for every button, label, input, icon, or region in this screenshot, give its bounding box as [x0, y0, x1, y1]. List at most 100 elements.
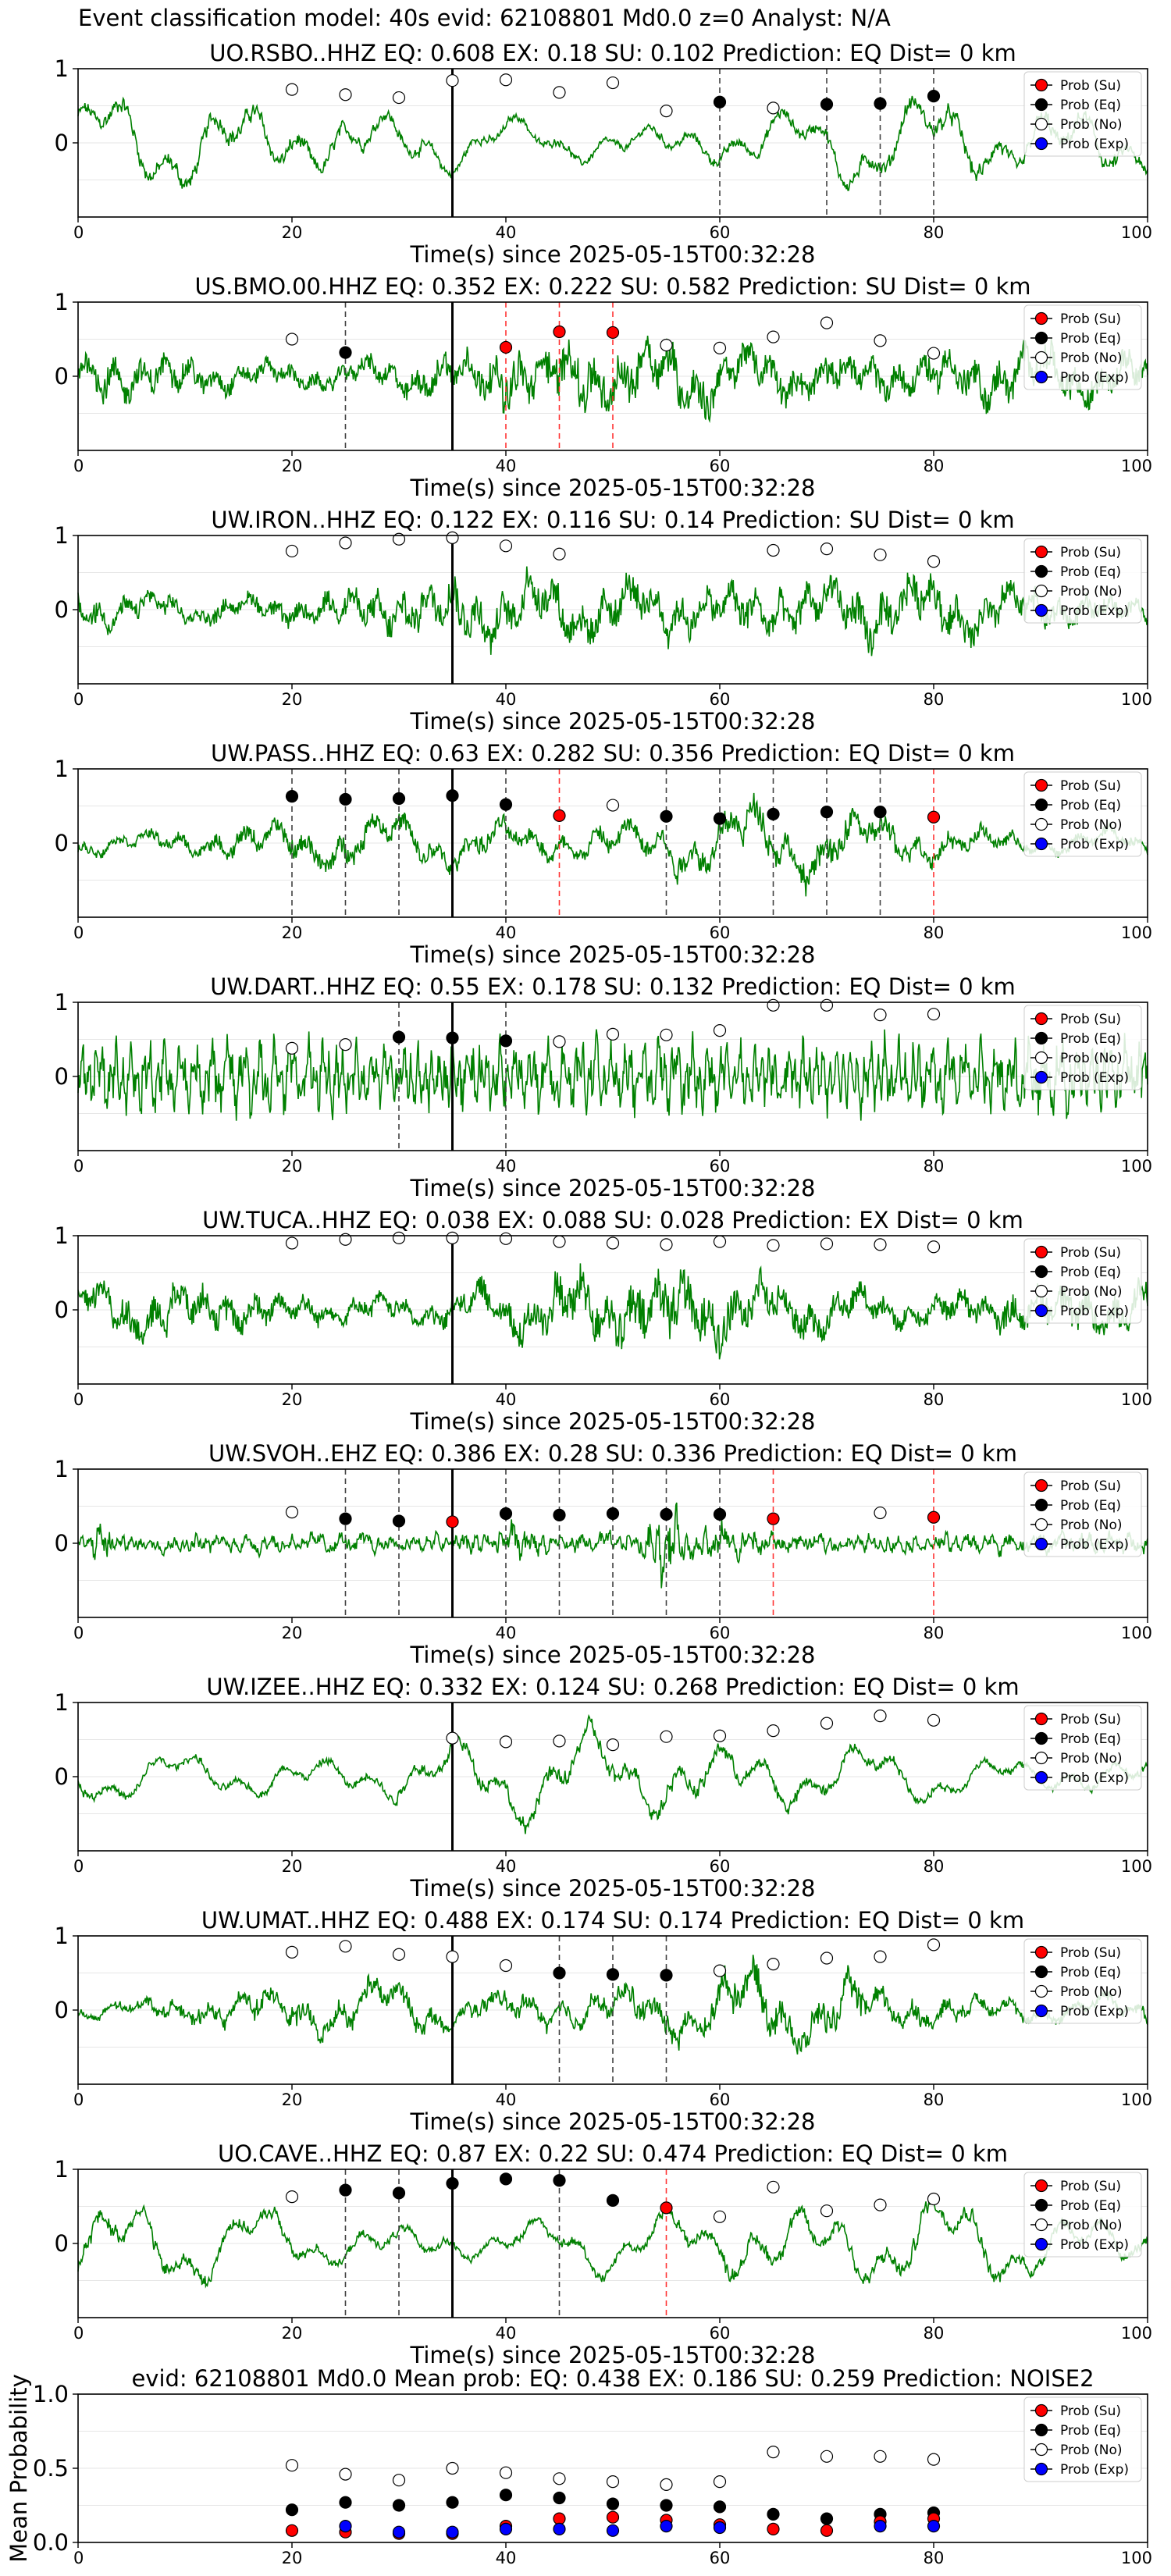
- legend: Prob (Su) Prob (Eq) Prob (No) Prob (Exp): [1023, 771, 1142, 857]
- legend-label: Prob (Su): [1060, 1712, 1121, 1727]
- panel-1: UO.RSBO..HHZ EQ: 0.608 EX: 0.18 SU: 0.10…: [55, 40, 1152, 268]
- prob-point-eq: [606, 2497, 620, 2510]
- prob-point-no: [446, 531, 459, 544]
- legend-label: Prob (Eq): [1060, 1731, 1121, 1747]
- legend-marker-no: [1034, 584, 1048, 598]
- legend-label: Prob (No): [1060, 117, 1123, 133]
- prob-point-eq: [339, 2183, 352, 2197]
- y-tick-label: 0: [55, 1063, 69, 1090]
- x-tick-label: 20: [282, 2324, 303, 2343]
- prob-point-eq: [553, 1508, 566, 1522]
- x-tick-label: 0: [73, 1624, 84, 1642]
- prob-point-no: [285, 1945, 299, 1959]
- x-axis-label: Time(s) since 2025-05-15T00:32:28: [410, 1175, 816, 1201]
- prob-point-no: [767, 1724, 780, 1738]
- seismic-trace: [77, 792, 1148, 897]
- prob-point-no: [820, 542, 834, 556]
- prob-point-eq: [553, 1966, 566, 1980]
- x-tick-label: 20: [282, 2549, 303, 2567]
- panel-title: UW.IZEE..HHZ EQ: 0.332 EX: 0.124 SU: 0.2…: [206, 1674, 1019, 1700]
- legend-marker-su: [1034, 778, 1048, 792]
- x-tick-label: 40: [496, 1624, 517, 1642]
- prob-point-no: [285, 1236, 299, 1250]
- x-tick-label: 60: [710, 2324, 731, 2343]
- x-tick-label: 0: [73, 1390, 84, 1409]
- prob-point-eq: [339, 792, 352, 806]
- prob-point-no: [339, 536, 352, 550]
- x-axis-label: Time(s) since 2025-05-15T00:32:28: [410, 241, 816, 268]
- legend: Prob (Su) Prob (Eq) Prob (No) Prob (Exp): [1023, 1471, 1142, 1557]
- prob-point-no: [392, 2474, 406, 2487]
- prob-point-no: [553, 1235, 566, 1248]
- prob-point-no: [820, 1952, 834, 1965]
- legend-marker-no: [1034, 1751, 1048, 1765]
- x-axis-label: Time(s) since 2025-05-15T00:32:28: [410, 1642, 816, 1668]
- y-tick-label: 0: [55, 1763, 69, 1790]
- legend-marker-eq: [1034, 98, 1048, 112]
- y-tick-label: 0: [55, 2230, 69, 2257]
- legend-label: Prob (Su): [1060, 778, 1121, 794]
- legend-marker-no: [1034, 1517, 1048, 1532]
- prob-point-no: [767, 543, 780, 557]
- seismic-trace: [77, 566, 1148, 656]
- legend: Prob (Su) Prob (Eq) Prob (No) Prob (Exp): [1023, 538, 1142, 624]
- x-tick-label: 40: [496, 2090, 517, 2109]
- legend-marker-su: [1034, 78, 1048, 92]
- y-tick-label: 0: [55, 1997, 69, 2023]
- prob-point-eq: [392, 2186, 406, 2200]
- legend-marker-su: [1034, 1245, 1048, 1259]
- seismic-trace: [77, 1263, 1148, 1360]
- x-tick-label: 40: [496, 457, 517, 475]
- legend-box: [1023, 304, 1142, 390]
- x-tick-label: 100: [1121, 2090, 1152, 2109]
- prob-point-no: [392, 91, 406, 105]
- prob-point-su: [927, 810, 941, 824]
- x-tick-label: 60: [710, 1390, 731, 1409]
- x-tick-label: 40: [496, 690, 517, 709]
- legend-marker-eq: [1034, 1031, 1048, 1045]
- prob-point-no: [713, 341, 727, 354]
- prob-point-su: [927, 1510, 941, 1524]
- prob-point-no: [927, 1008, 941, 1021]
- panel-title: UW.SVOH..EHZ EQ: 0.386 EX: 0.28 SU: 0.33…: [208, 1440, 1017, 1467]
- legend-label: Prob (Eq): [1060, 564, 1121, 580]
- prob-point-no: [606, 799, 620, 812]
- prob-point-eq: [820, 2512, 834, 2525]
- legend-marker-no: [1034, 1284, 1048, 1298]
- prob-point-no: [499, 1735, 513, 1749]
- prob-point-no: [927, 1938, 941, 1952]
- prob-point-no: [553, 1735, 566, 1748]
- legend: Prob (Su) Prob (Eq) Prob (No) Prob (Exp): [1023, 1238, 1142, 1324]
- prob-point-no: [874, 548, 887, 561]
- x-tick-label: 20: [282, 1157, 303, 1176]
- panel-title: UW.IRON..HHZ EQ: 0.122 EX: 0.116 SU: 0.1…: [211, 507, 1014, 533]
- legend-label: Prob (No): [1060, 1284, 1123, 1300]
- legend-label: Prob (Su): [1060, 2403, 1121, 2419]
- prob-point-su: [553, 809, 566, 822]
- legend-marker-su: [1034, 1012, 1048, 1026]
- prob-point-su: [767, 1512, 780, 1525]
- x-tick-label: 20: [282, 1624, 303, 1642]
- prob-point-eq: [874, 805, 887, 819]
- prob-point-su: [767, 2522, 780, 2535]
- legend-label: Prob (Eq): [1060, 2423, 1121, 2439]
- prob-point-eq: [339, 346, 352, 359]
- prob-point-su: [820, 2524, 834, 2537]
- prob-point-no: [285, 2459, 299, 2472]
- prob-point-no: [713, 1729, 727, 1742]
- prob-point-no: [446, 1950, 459, 1963]
- panel-title: UW.TUCA..HHZ EQ: 0.038 EX: 0.088 SU: 0.0…: [202, 1207, 1023, 1233]
- legend-marker-no: [1034, 350, 1048, 365]
- prob-point-no: [499, 73, 513, 87]
- legend-label: Prob (Su): [1060, 1012, 1121, 1027]
- legend-label: Prob (Eq): [1060, 98, 1121, 113]
- prob-point-no: [339, 1940, 352, 1953]
- prob-point-eq: [392, 1514, 406, 1528]
- legend-marker-exp: [1034, 2237, 1048, 2251]
- x-tick-label: 80: [924, 923, 945, 942]
- legend-label: Prob (Exp): [1060, 1070, 1129, 1086]
- legend-label: Prob (Eq): [1060, 1498, 1121, 1514]
- prob-point-eq: [446, 1031, 459, 1044]
- prob-point-no: [660, 105, 673, 118]
- panel-title: UO.CAVE..HHZ EQ: 0.87 EX: 0.22 SU: 0.474…: [218, 2140, 1008, 2167]
